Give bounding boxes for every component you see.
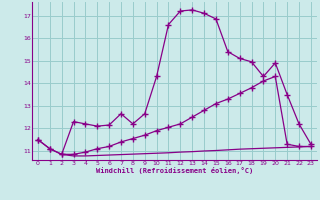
- X-axis label: Windchill (Refroidissement éolien,°C): Windchill (Refroidissement éolien,°C): [96, 167, 253, 174]
